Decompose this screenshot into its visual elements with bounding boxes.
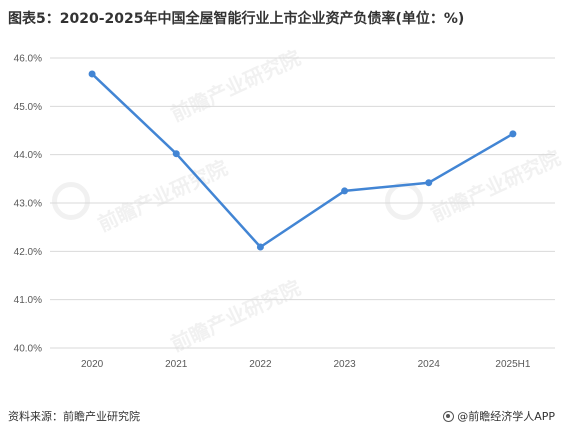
brand: @前瞻经济学人APP — [443, 408, 555, 424]
line-chart: 40.0% 41.0% 42.0% 43.0% 44.0% 45.0% 46.0% 2020… — [14, 54, 555, 370]
brand-logo-icon — [443, 410, 455, 422]
y-tick-label: 46.0% — [14, 54, 42, 65]
data-point — [256, 243, 264, 251]
y-tick-label: 40.0% — [14, 344, 42, 355]
series — [88, 70, 517, 251]
data-point — [172, 150, 180, 158]
y-tick-label: 42.0% — [14, 247, 42, 258]
grid-lines — [50, 57, 555, 349]
y-axis: 40.0% 41.0% 42.0% 43.0% 44.0% 45.0% 46.0% — [14, 54, 42, 355]
footer: 资料来源：前瞻产业研究院 @前瞻经济学人APP — [0, 404, 569, 432]
x-tick-label: 2024 — [418, 359, 441, 370]
source-note: 资料来源：前瞻产业研究院 — [8, 410, 140, 423]
data-point — [341, 187, 349, 195]
x-tick-label: 2025H1 — [495, 359, 530, 370]
x-tick-label: 2023 — [333, 359, 356, 370]
y-tick-label: 45.0% — [14, 102, 42, 113]
x-tick-label: 2022 — [249, 359, 272, 370]
y-tick-label: 44.0% — [14, 150, 42, 161]
x-axis: 2020 2021 2022 2023 2024 2025H1 — [81, 359, 531, 370]
y-tick-label: 41.0% — [14, 295, 42, 306]
data-point — [425, 179, 433, 187]
x-tick-label: 2020 — [81, 359, 104, 370]
y-tick-label: 43.0% — [14, 199, 42, 210]
data-point — [88, 70, 96, 78]
data-point — [509, 130, 517, 138]
brand-label: @前瞻经济学人APP — [457, 410, 555, 423]
chart-title: 图表5：2020-2025年中国全屋智能行业上市企业资产负债率(单位：%) — [8, 11, 465, 27]
x-tick-label: 2021 — [165, 359, 188, 370]
series-line — [91, 73, 514, 249]
